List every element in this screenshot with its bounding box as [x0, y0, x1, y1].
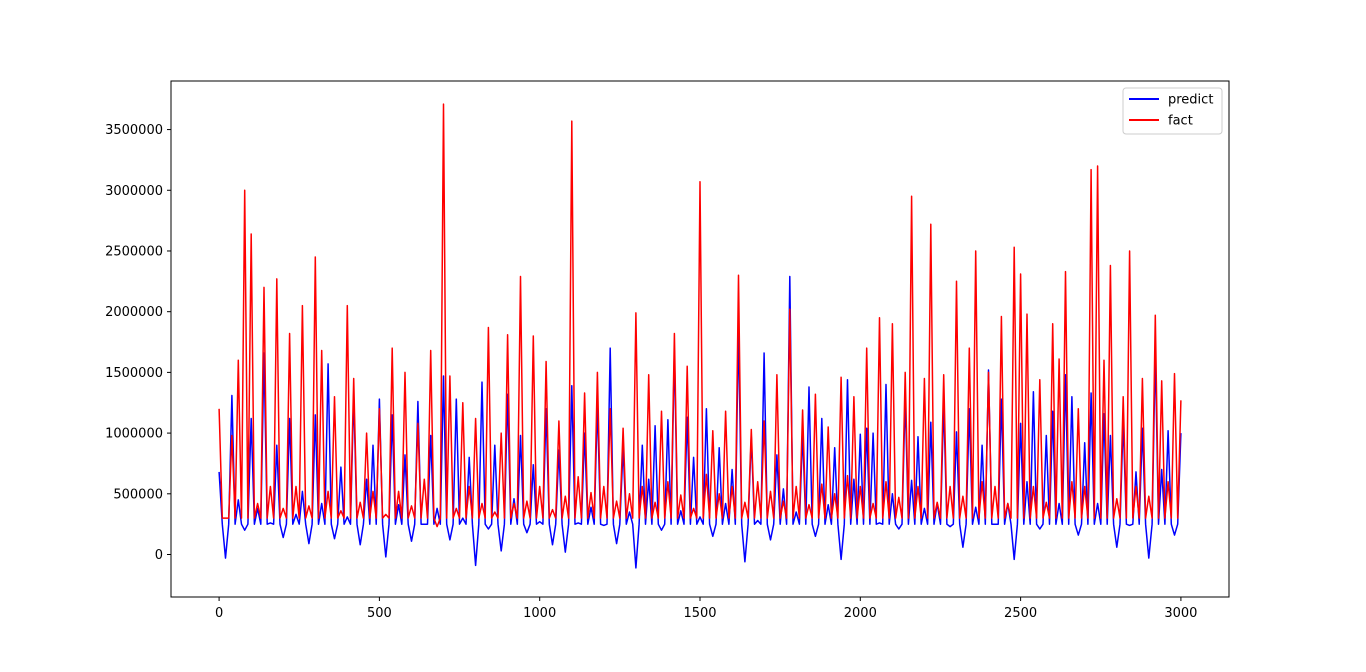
x-tick-label: 1000	[523, 606, 556, 621]
legend: predict fact	[1122, 87, 1223, 135]
series-line-fact	[218, 103, 1182, 528]
x-tick-label: 500	[367, 606, 392, 621]
y-tick-label: 3500000	[105, 123, 163, 138]
plot-frame	[170, 80, 1230, 598]
x-tick-label: 3000	[1164, 606, 1197, 621]
y-tick-label: 1000000	[105, 427, 163, 442]
x-tick-label: 1500	[683, 606, 716, 621]
x-tick-label: 2500	[1004, 606, 1037, 621]
y-tick-label: 1500000	[105, 366, 163, 381]
y-tick-label: 2500000	[105, 244, 163, 259]
x-axis-ticks: 0 500 1000 1500 2000 2500 3000	[215, 597, 1197, 621]
legend-label-predict: predict	[1168, 93, 1213, 108]
x-tick-label: 2000	[844, 606, 877, 621]
y-tick-label: 0	[155, 548, 163, 563]
y-axis-ticks: 0 500000 1000000 1500000 2000000 2500000 30000…	[105, 123, 171, 563]
y-tick-label: 3000000	[105, 184, 163, 199]
legend-label-fact: fact	[1168, 114, 1193, 129]
x-tick-label: 0	[215, 606, 223, 621]
y-tick-label: 500000	[113, 487, 163, 502]
plot-lines	[218, 103, 1182, 569]
y-tick-label: 2000000	[105, 305, 163, 320]
series-line-predict	[218, 275, 1182, 569]
